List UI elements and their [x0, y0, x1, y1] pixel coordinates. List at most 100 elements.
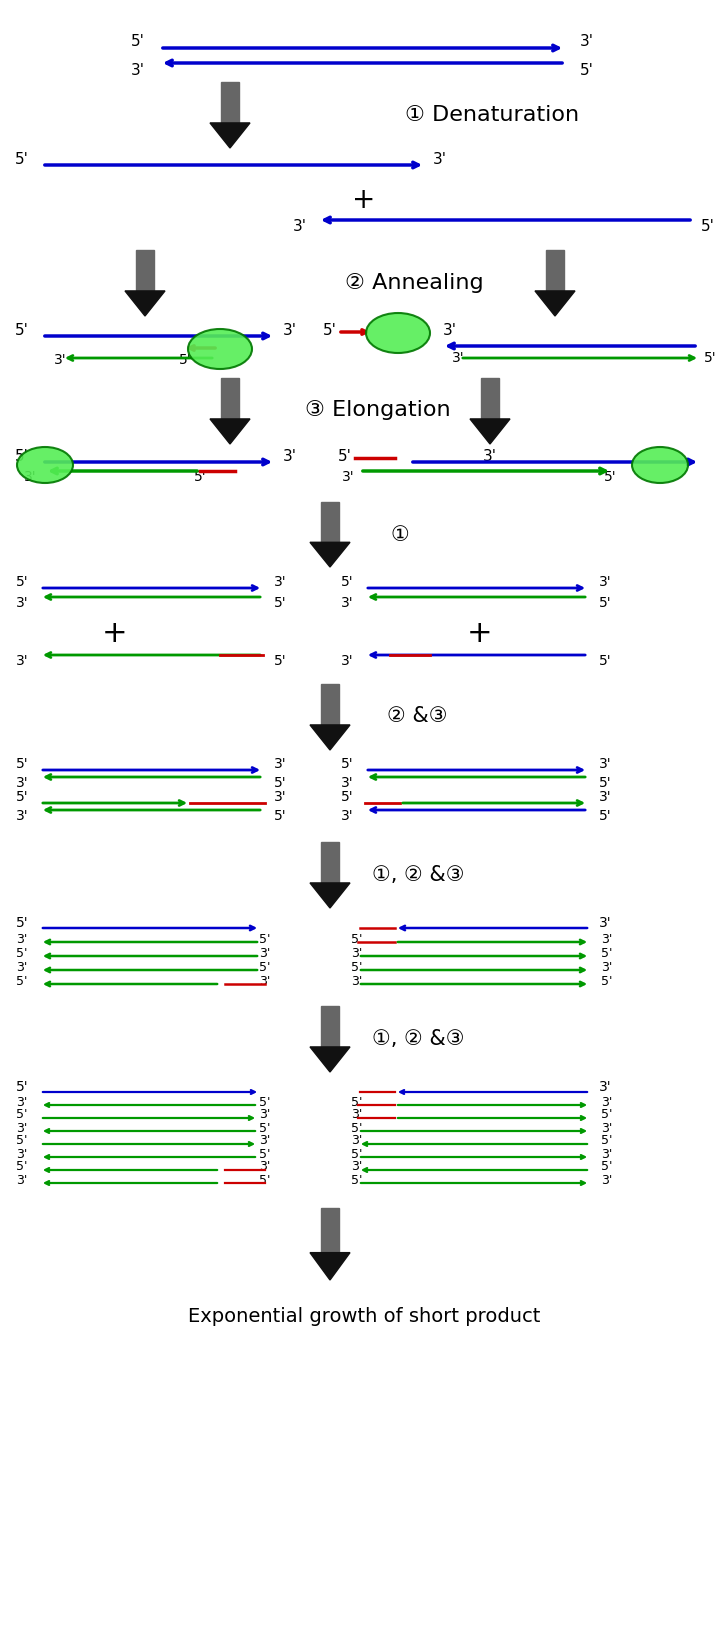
Text: 5': 5' [341, 789, 353, 804]
Polygon shape [321, 1007, 339, 1047]
Text: +: + [352, 186, 376, 214]
Ellipse shape [632, 448, 688, 484]
Text: 3': 3' [293, 219, 307, 234]
Text: 5': 5' [16, 1160, 28, 1173]
Polygon shape [221, 82, 239, 123]
Polygon shape [125, 291, 165, 315]
Text: 5': 5' [274, 809, 286, 824]
Polygon shape [310, 725, 350, 750]
Text: 3': 3' [443, 322, 457, 338]
Text: 5': 5' [598, 809, 612, 824]
Polygon shape [321, 1208, 339, 1253]
Polygon shape [321, 502, 339, 542]
Text: 5': 5' [131, 34, 145, 49]
Text: 5': 5' [259, 1121, 271, 1134]
Text: 5': 5' [341, 575, 353, 588]
Text: 5': 5' [701, 219, 715, 234]
Polygon shape [535, 291, 575, 315]
Text: ② Annealing: ② Annealing [345, 273, 483, 292]
Text: 3': 3' [283, 322, 297, 338]
Text: 5': 5' [604, 471, 617, 484]
Text: 3': 3' [601, 1121, 613, 1134]
Text: 3': 3' [341, 471, 355, 484]
Text: 5': 5' [194, 471, 206, 484]
Polygon shape [481, 377, 499, 418]
Text: 3': 3' [598, 757, 612, 771]
Text: 5': 5' [598, 654, 612, 668]
Polygon shape [221, 377, 239, 418]
Text: 5': 5' [259, 1147, 271, 1160]
Text: 3': 3' [352, 1134, 363, 1147]
Text: 3': 3' [352, 1108, 363, 1121]
Text: 3': 3' [24, 471, 36, 484]
Text: 3': 3' [259, 946, 271, 959]
Text: 5': 5' [351, 933, 363, 946]
Text: +: + [102, 619, 128, 647]
Text: 5': 5' [274, 596, 286, 609]
Text: ①: ① [390, 525, 408, 546]
Text: 3': 3' [341, 776, 353, 789]
Text: 3': 3' [16, 1173, 28, 1186]
Text: 3': 3' [16, 654, 28, 668]
Text: 5': 5' [351, 1147, 363, 1160]
Text: 5': 5' [259, 1095, 271, 1108]
Text: 5': 5' [259, 961, 271, 974]
Text: 3': 3' [601, 933, 613, 946]
Text: 3': 3' [259, 1108, 271, 1121]
Text: 3': 3' [16, 933, 28, 946]
Text: Exponential growth of short product: Exponential growth of short product [188, 1307, 540, 1325]
Text: 5': 5' [15, 448, 29, 464]
Text: 3': 3' [16, 1121, 28, 1134]
Polygon shape [136, 250, 154, 291]
Text: 3': 3' [598, 789, 612, 804]
Text: 5': 5' [16, 946, 28, 959]
Polygon shape [310, 882, 350, 909]
Text: ①, ② &③: ①, ② &③ [372, 864, 464, 886]
Text: 5': 5' [16, 1134, 28, 1147]
Text: 3': 3' [274, 757, 286, 771]
Text: 5': 5' [351, 1173, 363, 1186]
Text: 5': 5' [601, 946, 613, 959]
Text: ③ Elongation: ③ Elongation [305, 400, 451, 420]
Text: 3': 3' [16, 776, 28, 789]
Text: 3': 3' [341, 596, 353, 609]
Text: ① Denaturation: ① Denaturation [405, 105, 579, 124]
Text: 3': 3' [54, 353, 66, 368]
Text: +: + [467, 619, 493, 647]
Text: 3': 3' [16, 809, 28, 824]
Polygon shape [310, 1253, 350, 1279]
Text: 5': 5' [274, 776, 286, 789]
Ellipse shape [366, 314, 430, 353]
Text: 3': 3' [598, 917, 612, 930]
Polygon shape [210, 418, 250, 444]
Ellipse shape [188, 328, 252, 369]
Text: 5': 5' [351, 961, 363, 974]
Text: ①, ② &③: ①, ② &③ [372, 1029, 464, 1049]
Polygon shape [310, 1047, 350, 1072]
Polygon shape [310, 542, 350, 567]
Text: 5': 5' [601, 1160, 613, 1173]
Text: 5': 5' [601, 1134, 613, 1147]
Text: 3': 3' [274, 575, 286, 588]
Text: 5': 5' [351, 1121, 363, 1134]
Text: 5': 5' [16, 1080, 28, 1095]
Text: 3': 3' [601, 1173, 613, 1186]
Text: 5': 5' [15, 152, 29, 167]
Text: 5': 5' [601, 1108, 613, 1121]
Text: 3': 3' [341, 809, 353, 824]
Text: 3': 3' [259, 974, 271, 987]
Text: 3': 3' [274, 789, 286, 804]
Text: 3': 3' [598, 575, 612, 588]
Text: 5': 5' [15, 322, 29, 338]
Text: 5': 5' [16, 974, 28, 987]
Text: 3': 3' [259, 1134, 271, 1147]
Text: 3': 3' [16, 1147, 28, 1160]
Text: 3': 3' [259, 1160, 271, 1173]
Text: 3': 3' [352, 1160, 363, 1173]
Text: 3': 3' [352, 974, 363, 987]
Text: 3': 3' [580, 34, 594, 49]
Polygon shape [321, 842, 339, 882]
Text: 5': 5' [259, 1173, 271, 1186]
Polygon shape [470, 418, 510, 444]
Text: 3': 3' [16, 961, 28, 974]
